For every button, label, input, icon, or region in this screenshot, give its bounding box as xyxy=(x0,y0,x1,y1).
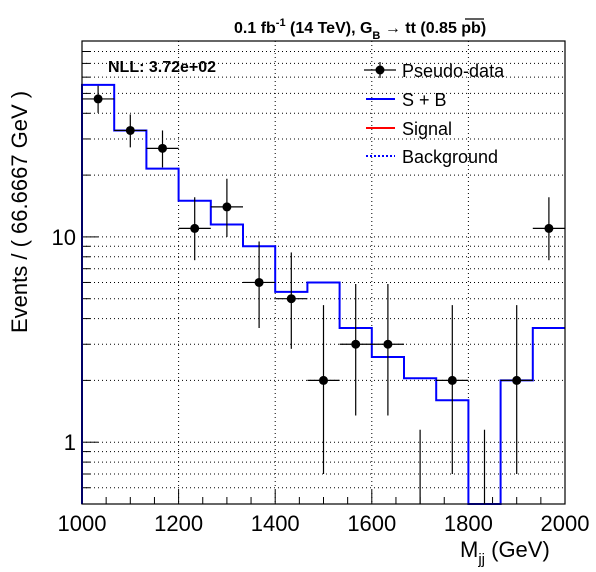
x-tick-label: 1200 xyxy=(154,511,203,536)
data-marker xyxy=(222,202,232,212)
x-axis-label-main: M xyxy=(460,537,478,562)
x-tick-label: 1400 xyxy=(251,511,300,536)
pseudo-data-point xyxy=(307,305,340,475)
pseudo-data-point xyxy=(114,114,147,148)
title-lumi: 0.1 fb xyxy=(234,20,276,37)
legend-label-background: Background xyxy=(402,147,498,167)
legend-label-sb: S + B xyxy=(402,90,447,110)
data-marker xyxy=(351,339,361,349)
nll-annotation: NLL: 3.72e+02 xyxy=(108,59,216,76)
pseudo-data-point xyxy=(339,283,372,416)
pseudo-data-point xyxy=(371,283,404,416)
legend-entry-pseudo-data: Pseudo-data xyxy=(364,61,505,81)
pseudo-data-point xyxy=(436,305,469,475)
pseudo-data-point xyxy=(146,130,179,168)
title-xsec: (0.85 pb) xyxy=(416,20,486,37)
title-energy: (14 TeV), G xyxy=(286,20,373,37)
data-marker xyxy=(254,277,264,287)
pseudo-data-point xyxy=(500,305,533,475)
x-tick-label: 1600 xyxy=(347,511,396,536)
data-marker xyxy=(125,125,135,135)
x-axis-label-unit: (GeV) xyxy=(485,537,550,562)
title-gb-subscript: B xyxy=(372,30,380,42)
x-axis-label: Mjj (GeV) xyxy=(460,537,550,568)
data-marker xyxy=(190,223,200,233)
data-marker xyxy=(93,94,103,104)
title-arrow: → xyxy=(380,20,405,37)
pseudo-data-point xyxy=(243,241,276,328)
y-tick-label: 1 xyxy=(64,430,76,455)
pseudo-data-point xyxy=(210,178,244,237)
legend-label-signal: Signal xyxy=(402,119,452,139)
title-ttbar: tt xyxy=(405,20,416,37)
legend-entry-signal: Signal xyxy=(366,119,452,139)
plot-title: 0.1 fb-1 (14 TeV), GB → tt (0.85 pb) xyxy=(234,17,486,42)
pseudo-data-point xyxy=(532,197,566,261)
y-tick-label: 10 xyxy=(52,225,76,250)
data-marker xyxy=(383,339,393,349)
plot-frame xyxy=(81,40,566,505)
legend-pseudo-data-marker xyxy=(375,65,385,75)
data-marker xyxy=(447,375,457,385)
y-axis-label: Events / ( 66.6667 GeV ) xyxy=(7,91,32,333)
x-tick-label: 1800 xyxy=(444,511,493,536)
x-axis-label-subscript: jj xyxy=(477,551,485,568)
data-marker xyxy=(544,223,554,233)
legend-entry-sb: S + B xyxy=(366,90,447,110)
x-tick-label: 1000 xyxy=(58,511,107,536)
data-marker xyxy=(286,294,296,304)
x-tick-label: 2000 xyxy=(541,511,590,536)
legend-entry-background: Background xyxy=(366,147,498,167)
data-marker xyxy=(512,375,522,385)
data-marker xyxy=(319,375,328,385)
axes-layer: 1000 1200 1400 1600 1800 2000 1 10 xyxy=(52,40,590,536)
title-lumi-exponent: -1 xyxy=(276,17,286,29)
legend: Pseudo-data S + B Signal Background xyxy=(364,61,505,167)
data-marker xyxy=(158,143,168,153)
pseudo-data-point xyxy=(178,197,211,261)
pseudo-data-points xyxy=(81,85,566,504)
legend-label-pseudo-data: Pseudo-data xyxy=(402,61,505,81)
pseudo-data-point xyxy=(81,85,115,113)
pseudo-data-point xyxy=(275,252,308,349)
